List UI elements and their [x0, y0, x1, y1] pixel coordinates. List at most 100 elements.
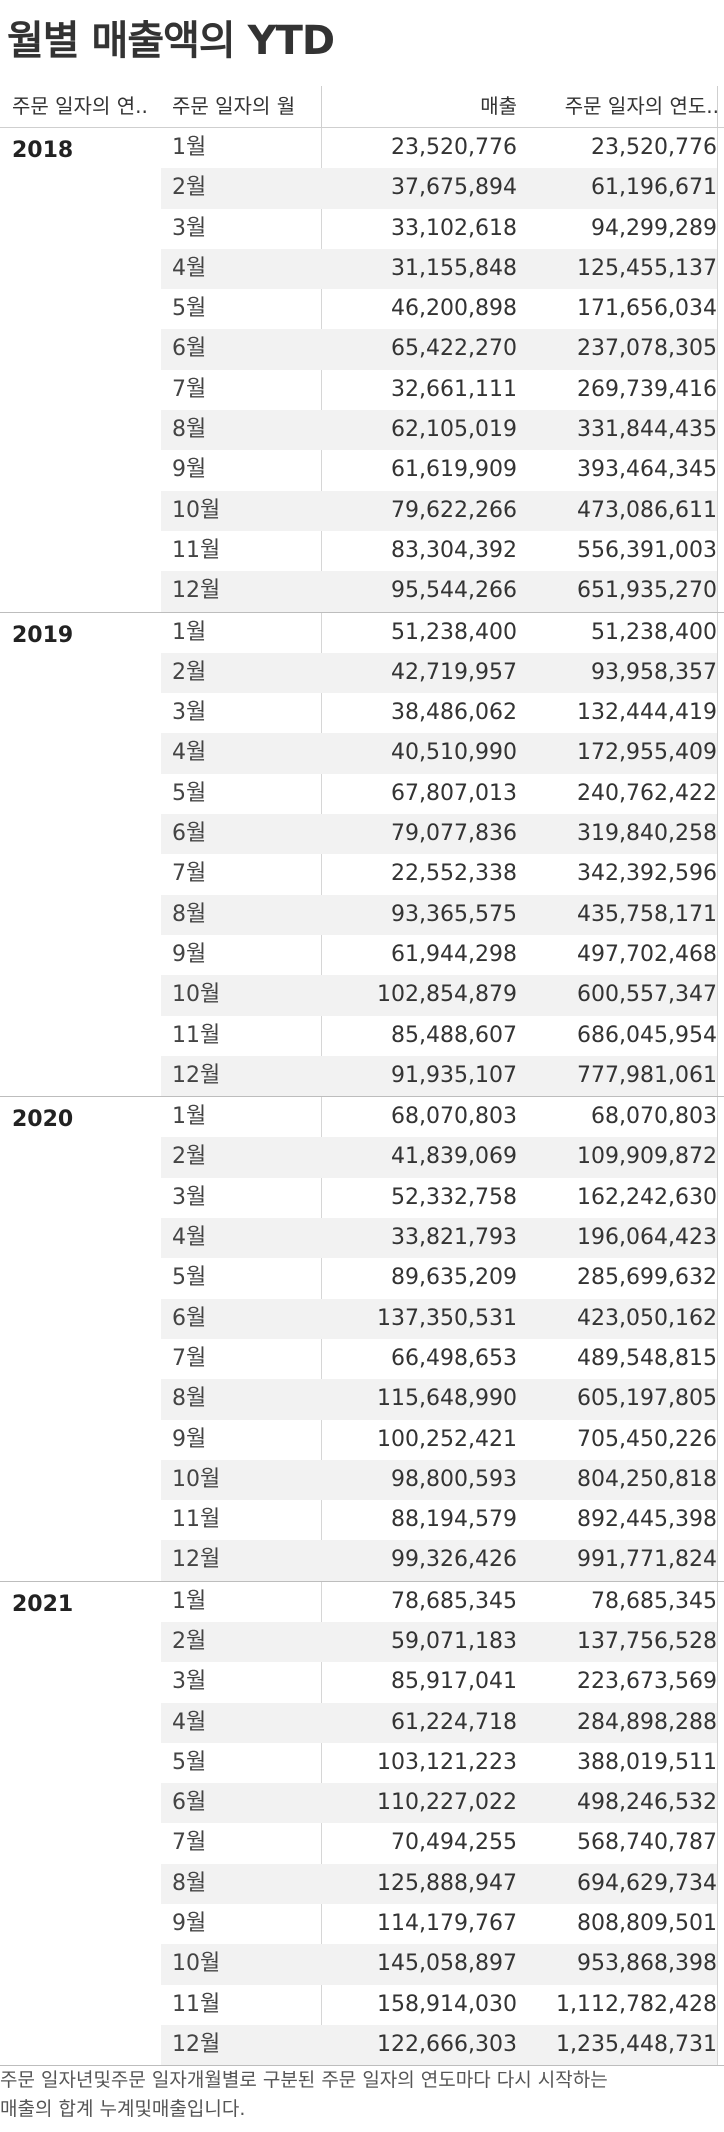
month-cell: 10월 — [172, 982, 221, 1008]
sales-cell: 33,102,618 — [391, 215, 517, 241]
table-row[interactable]: 6월 79,077,836 319,840,258 — [161, 814, 717, 855]
header-year[interactable]: 주문 일자의 연.. — [12, 94, 148, 118]
ytd-cell: 991,771,824 — [577, 1547, 717, 1573]
table-row[interactable]: 4월 31,155,848 125,455,137 — [161, 248, 717, 290]
table-row[interactable]: 11월 88,194,579 892,445,398 — [161, 1500, 717, 1540]
table-row[interactable]: 4월 61,224,718 284,898,288 — [161, 1702, 717, 1743]
year-label[interactable]: 2018 — [12, 138, 74, 163]
table-row[interactable]: 12월 99,326,426 991,771,824 — [161, 1540, 717, 1581]
table-row[interactable]: 5월 67,807,013 240,762,422 — [161, 774, 717, 814]
sales-cell: 70,494,255 — [391, 1830, 517, 1856]
table-row[interactable]: 7월 32,661,111 269,739,416 — [161, 370, 717, 410]
ytd-cell: 473,086,611 — [577, 497, 717, 523]
sales-cell: 31,155,848 — [391, 255, 517, 281]
table-row[interactable]: 6월 110,227,022 498,246,532 — [161, 1783, 717, 1824]
table-row[interactable]: 8월 93,365,575 435,758,171 — [161, 894, 717, 935]
ytd-cell: 132,444,419 — [577, 700, 717, 726]
table-row[interactable]: 9월 61,944,298 497,702,468 — [161, 935, 717, 975]
table-row[interactable]: 7월 66,498,653 489,548,815 — [161, 1339, 717, 1379]
sales-cell: 114,179,767 — [377, 1911, 517, 1937]
table-row[interactable]: 9월 114,179,767 808,809,501 — [161, 1904, 717, 1944]
column-divider — [321, 612, 322, 1097]
ytd-cell: 109,909,872 — [577, 1144, 717, 1170]
table-row[interactable]: 3월 52,332,758 162,242,630 — [161, 1178, 717, 1218]
table-row[interactable]: 5월 103,121,223 388,019,511 — [161, 1743, 717, 1783]
table-row[interactable]: 10월 79,622,266 473,086,611 — [161, 490, 717, 531]
sales-cell: 61,224,718 — [391, 1709, 517, 1735]
ytd-cell: 93,958,357 — [591, 659, 717, 685]
table-row[interactable]: 11월 83,304,392 556,391,003 — [161, 531, 717, 571]
month-cell: 8월 — [172, 417, 207, 443]
ytd-cell: 342,392,596 — [577, 861, 717, 887]
table-row[interactable]: 3월 38,486,062 132,444,419 — [161, 693, 717, 733]
month-cell: 10월 — [172, 1951, 221, 1977]
sales-cell: 89,635,209 — [391, 1265, 517, 1291]
month-cell: 4월 — [172, 740, 207, 766]
table-row[interactable]: 2월 41,839,069 109,909,872 — [161, 1137, 717, 1178]
table-row[interactable]: 4월 33,821,793 196,064,423 — [161, 1218, 717, 1259]
table-row[interactable]: 2월 37,675,894 61,196,671 — [161, 168, 717, 209]
table-row[interactable]: 5월 89,635,209 285,699,632 — [161, 1258, 717, 1298]
sales-cell: 41,839,069 — [391, 1144, 517, 1170]
year-group: 2019 1월 51,238,400 51,238,400 2월 42,719,957 93… — [0, 612, 724, 1098]
month-cell: 10월 — [172, 1466, 221, 1492]
sales-cell: 85,917,041 — [391, 1669, 517, 1695]
table-row[interactable]: 1월 23,520,776 23,520,776 — [161, 128, 717, 168]
sales-cell: 61,619,909 — [391, 457, 517, 483]
ytd-cell: 435,758,171 — [577, 901, 717, 927]
table-row[interactable]: 1월 78,685,345 78,685,345 — [161, 1582, 717, 1622]
ytd-cell: 137,756,528 — [577, 1628, 717, 1654]
ytd-cell: 686,045,954 — [577, 1022, 717, 1048]
header-ytd[interactable]: 주문 일자의 연도.. — [564, 94, 719, 118]
ytd-cell: 125,455,137 — [577, 255, 717, 281]
table-row[interactable]: 5월 46,200,898 171,656,034 — [161, 289, 717, 329]
column-divider-right — [717, 1581, 718, 2066]
table-row[interactable]: 7월 22,552,338 342,392,596 — [161, 854, 717, 894]
table-row[interactable]: 6월 65,422,270 237,078,305 — [161, 329, 717, 370]
table-row[interactable]: 10월 102,854,879 600,557,347 — [161, 975, 717, 1016]
year-label[interactable]: 2019 — [12, 622, 74, 648]
table-row[interactable]: 2월 59,071,183 137,756,528 — [161, 1621, 717, 1663]
table-row[interactable]: 12월 91,935,107 777,981,061 — [161, 1055, 717, 1097]
month-cell: 5월 — [172, 1749, 207, 1775]
table-row[interactable]: 4월 40,510,990 172,955,409 — [161, 733, 717, 774]
month-cell: 1월 — [172, 619, 207, 645]
ytd-cell: 61,196,671 — [591, 175, 717, 201]
table-row[interactable]: 8월 115,648,990 605,197,805 — [161, 1379, 717, 1420]
month-cell: 6월 — [172, 1305, 207, 1331]
table-row[interactable]: 9월 100,252,421 705,450,226 — [161, 1420, 717, 1460]
table-row[interactable]: 12월 95,544,266 651,935,270 — [161, 571, 717, 612]
table-row[interactable]: 1월 68,070,803 68,070,803 — [161, 1097, 717, 1137]
month-cell: 2월 — [172, 175, 207, 201]
header-month[interactable]: 주문 일자의 월 — [172, 94, 296, 118]
year-label[interactable]: 2020 — [12, 1107, 74, 1133]
year-label[interactable]: 2021 — [12, 1591, 74, 1617]
table-row[interactable]: 10월 98,800,593 804,250,818 — [161, 1459, 717, 1501]
sales-cell: 23,520,776 — [391, 135, 517, 160]
table-row[interactable]: 11월 85,488,607 686,045,954 — [161, 1016, 717, 1056]
sales-cell: 52,332,758 — [391, 1184, 517, 1210]
sales-cell: 98,800,593 — [391, 1466, 517, 1492]
ytd-cell: 498,246,532 — [577, 1790, 717, 1816]
header-sales[interactable]: 매출 — [480, 94, 517, 118]
table-row[interactable]: 2월 42,719,957 93,958,357 — [161, 652, 717, 694]
month-cell: 3월 — [172, 700, 207, 726]
month-cell: 3월 — [172, 1184, 207, 1210]
sales-cell: 158,914,030 — [377, 1991, 517, 2017]
table-row[interactable]: 11월 158,914,030 1,112,782,428 — [161, 1985, 717, 2025]
table-row[interactable]: 12월 122,666,303 1,235,448,731 — [161, 2024, 717, 2066]
table-row[interactable]: 3월 85,917,041 223,673,569 — [161, 1662, 717, 1702]
ytd-cell: 388,019,511 — [577, 1749, 717, 1775]
table-row[interactable]: 6월 137,350,531 423,050,162 — [161, 1298, 717, 1339]
table-row[interactable]: 8월 125,888,947 694,629,734 — [161, 1863, 717, 1905]
table-row[interactable]: 1월 51,238,400 51,238,400 — [161, 613, 717, 653]
table-row[interactable]: 8월 62,105,019 331,844,435 — [161, 410, 717, 451]
ytd-cell: 196,064,423 — [577, 1225, 717, 1251]
table-row[interactable]: 3월 33,102,618 94,299,289 — [161, 209, 717, 249]
table-row[interactable]: 7월 70,494,255 568,740,787 — [161, 1823, 717, 1863]
table-body: 2018 1월 23,520,776 23,520,776 2월 37,675,894 61… — [0, 128, 724, 2067]
month-cell: 9월 — [172, 1911, 207, 1937]
table-row[interactable]: 9월 61,619,909 393,464,345 — [161, 450, 717, 490]
table-row[interactable]: 10월 145,058,897 953,868,398 — [161, 1944, 717, 1985]
sales-cell: 115,648,990 — [377, 1386, 517, 1412]
